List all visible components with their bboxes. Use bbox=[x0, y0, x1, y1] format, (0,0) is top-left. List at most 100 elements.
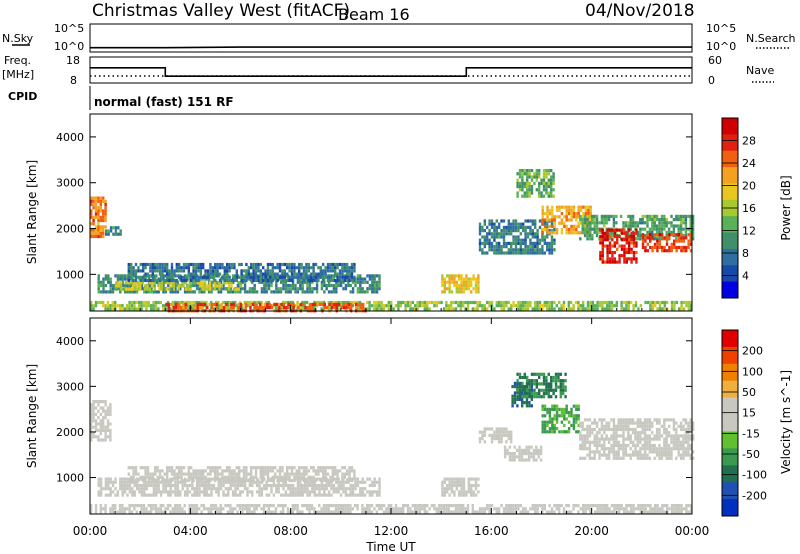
power-cell-2 bbox=[116, 274, 120, 278]
power-cell-13 bbox=[658, 242, 661, 246]
power-cell-12 bbox=[618, 254, 621, 258]
velocity-cell-1 bbox=[176, 490, 180, 494]
velocity-cell-7 bbox=[535, 372, 538, 376]
power-cell-5 bbox=[440, 300, 443, 305]
velocity-cell-2 bbox=[142, 475, 145, 479]
power-cell-7 bbox=[455, 283, 458, 288]
power-cell-7 bbox=[446, 280, 449, 284]
power-cell-11 bbox=[675, 214, 678, 218]
power-cell-0 bbox=[94, 234, 98, 239]
power-cell-4 bbox=[151, 262, 154, 267]
power-cell-11 bbox=[603, 221, 606, 225]
power-cell-11 bbox=[655, 214, 659, 218]
power-cell-8 bbox=[550, 245, 554, 249]
power-cell-2 bbox=[150, 287, 153, 291]
power-cell-5 bbox=[550, 307, 554, 311]
power-cell-5 bbox=[522, 300, 525, 305]
velocity-cell-0 bbox=[94, 422, 98, 426]
power-cell-13 bbox=[673, 239, 676, 243]
power-cell-5 bbox=[116, 304, 119, 308]
power-cell-5 bbox=[397, 304, 400, 308]
velocity-cell-3 bbox=[361, 510, 364, 514]
power-cell-4 bbox=[324, 269, 327, 273]
velocity-cell-2 bbox=[218, 466, 222, 470]
power-cell-2 bbox=[104, 277, 108, 281]
velocity-cell-2 bbox=[290, 466, 294, 470]
velocity-cell-2 bbox=[175, 475, 178, 479]
velocity-cell-5 bbox=[495, 427, 498, 431]
power-cell-8 bbox=[510, 232, 513, 236]
power-cell-5 bbox=[188, 304, 191, 308]
power-cell-10 bbox=[570, 205, 573, 209]
velocity-cell-0 bbox=[99, 422, 102, 426]
velocity-cell-3 bbox=[637, 507, 640, 511]
power-cell-9 bbox=[547, 194, 550, 198]
velocity-cell-1 bbox=[248, 480, 252, 484]
velocity-cell-3 bbox=[133, 507, 136, 511]
velocity-cell-3 bbox=[342, 510, 345, 514]
velocity-cell-9 bbox=[615, 427, 618, 432]
velocity-cell-1 bbox=[207, 493, 211, 497]
power-cell-0 bbox=[99, 215, 102, 219]
velocity-cell-0 bbox=[92, 412, 95, 416]
velocity-cell-1 bbox=[176, 477, 180, 481]
power-cell-3 bbox=[127, 281, 130, 285]
power-cell-2 bbox=[147, 283, 151, 288]
velocity-cell-3 bbox=[282, 510, 285, 514]
power-cell-4 bbox=[264, 272, 267, 276]
velocity-cell-2 bbox=[187, 469, 190, 473]
nsky-series-line bbox=[90, 46, 692, 49]
velocity-cell-1 bbox=[121, 493, 124, 497]
velocity-cell-2 bbox=[281, 475, 284, 479]
power-cell-3 bbox=[134, 284, 137, 288]
velocity-cell-1 bbox=[265, 493, 268, 497]
power-cell-5 bbox=[320, 300, 323, 305]
velocity-cell-3 bbox=[142, 507, 146, 511]
velocity-cell-2 bbox=[175, 472, 178, 476]
velocity-cell-3 bbox=[562, 507, 566, 511]
velocity-cell-1 bbox=[303, 490, 307, 494]
velocity-cell-2 bbox=[298, 469, 301, 473]
power-cell-12 bbox=[623, 238, 626, 242]
velocity-cell-7 bbox=[552, 375, 555, 380]
power-cell-8 bbox=[483, 222, 486, 226]
velocity-cell-2 bbox=[353, 469, 356, 473]
velocity-cell-2 bbox=[187, 466, 190, 470]
power-cell-13 bbox=[646, 236, 649, 240]
power-cell-8 bbox=[481, 225, 484, 229]
velocity-cell-1 bbox=[107, 487, 110, 491]
power-cell-4 bbox=[276, 275, 279, 279]
velocity-cell-1 bbox=[140, 477, 144, 481]
power-cell-12 bbox=[630, 260, 633, 264]
velocity-cell-1 bbox=[258, 493, 261, 497]
power-cell-2 bbox=[162, 277, 165, 281]
power-cell-5 bbox=[524, 304, 527, 308]
power-cell-7 bbox=[462, 287, 466, 291]
power-cell-11 bbox=[653, 227, 656, 231]
power-cell-12 bbox=[601, 250, 604, 255]
velocity-cell-4 bbox=[472, 490, 475, 494]
power-cell-4 bbox=[127, 262, 130, 267]
power-cell-3 bbox=[187, 284, 190, 288]
velocity-cell-3 bbox=[147, 510, 150, 514]
power-cell-5 bbox=[474, 307, 477, 311]
velocity-cell-3 bbox=[454, 507, 458, 511]
power-cell-0 bbox=[97, 199, 100, 203]
power-cell-5 bbox=[246, 304, 249, 308]
velocity-cell-0 bbox=[109, 422, 112, 426]
power-cell-8 bbox=[488, 245, 491, 249]
velocity-cell-3 bbox=[493, 507, 496, 511]
power-cell-0 bbox=[102, 212, 105, 216]
velocity-cell-3 bbox=[675, 504, 678, 508]
power-cell-4 bbox=[170, 272, 174, 276]
power-cell-11 bbox=[605, 214, 608, 218]
power-cell-12 bbox=[628, 244, 631, 248]
power-cell-11 bbox=[677, 214, 680, 218]
power-cell-5 bbox=[534, 304, 537, 308]
velocity-cell-8 bbox=[543, 407, 547, 411]
power-cell-3 bbox=[218, 287, 221, 291]
velocity-cell-9 bbox=[617, 443, 620, 448]
velocity-cell-2 bbox=[238, 475, 241, 479]
power-cell-13 bbox=[661, 233, 664, 237]
